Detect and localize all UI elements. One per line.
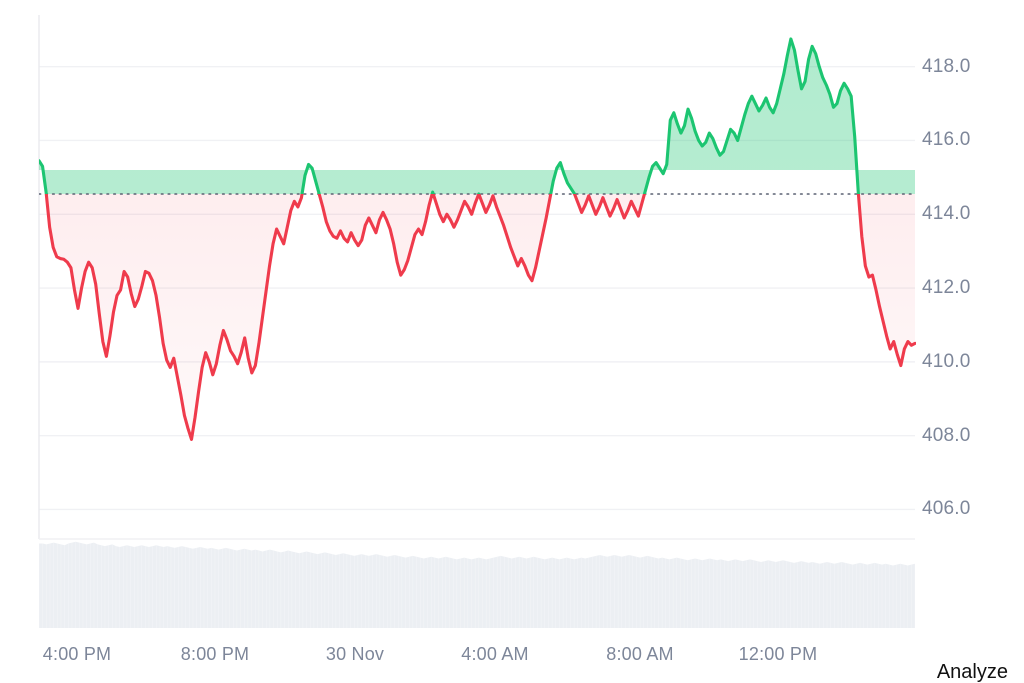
navigator-series-area[interactable] — [39, 541, 915, 628]
x-axis-tick-label: 4:00 AM — [461, 644, 529, 664]
x-axis-tick-label: 4:00 PM — [42, 644, 112, 664]
area-above-baseline — [39, 38, 915, 194]
navigator[interactable] — [38, 541, 916, 628]
series-area-fill — [39, 38, 915, 440]
y-axis-tick-label: 416.0 — [922, 129, 971, 151]
y-axis-tick-label: 412.0 — [922, 277, 971, 299]
area-below-baseline — [46, 194, 915, 440]
y-axis-tick-label: 406.0 — [922, 498, 971, 520]
y-axis-tick-label: 408.0 — [922, 424, 971, 446]
price-line-up — [39, 37, 860, 194]
navigator-tick-marks — [38, 541, 916, 628]
x-axis-tick-label: 30 Nov — [325, 644, 385, 664]
x-axis-tick-label: 8:00 AM — [606, 644, 674, 664]
price-line-down — [44, 194, 916, 441]
series-line — [39, 37, 916, 441]
y-axis-tick-label: 418.0 — [922, 55, 971, 77]
y-axis-tick-label: 414.0 — [922, 203, 971, 225]
analyze-link[interactable]: Analyze — [936, 661, 1008, 683]
x-axis-tick-label: 8:00 PM — [180, 644, 250, 664]
x-axis-tick-label: 12:00 PM — [738, 644, 818, 664]
y-axis-tick-label: 410.0 — [922, 350, 971, 372]
